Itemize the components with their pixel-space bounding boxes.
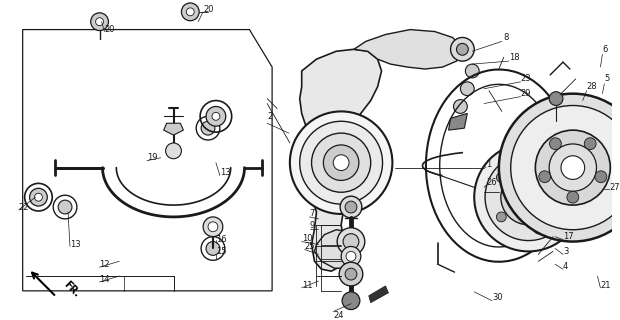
Circle shape	[557, 192, 567, 202]
Circle shape	[30, 188, 47, 206]
Polygon shape	[23, 29, 272, 291]
Circle shape	[535, 130, 610, 205]
Circle shape	[333, 155, 349, 171]
Circle shape	[212, 112, 220, 120]
Polygon shape	[369, 286, 389, 303]
Circle shape	[35, 193, 42, 201]
Text: 29: 29	[521, 89, 531, 98]
Circle shape	[345, 201, 357, 213]
Circle shape	[453, 100, 467, 113]
Circle shape	[567, 191, 578, 203]
Circle shape	[501, 170, 556, 225]
Text: 13: 13	[220, 168, 231, 177]
Text: 1: 1	[486, 160, 491, 169]
Text: 8: 8	[504, 33, 509, 42]
Text: 21: 21	[600, 281, 611, 291]
Text: 18: 18	[509, 53, 520, 62]
Circle shape	[497, 212, 507, 222]
Circle shape	[337, 228, 365, 255]
Circle shape	[343, 234, 359, 250]
Circle shape	[549, 138, 561, 149]
Text: 5: 5	[604, 74, 609, 84]
Circle shape	[299, 121, 383, 204]
Circle shape	[511, 106, 620, 230]
Text: 7: 7	[309, 210, 315, 219]
Text: 9: 9	[309, 221, 315, 230]
Circle shape	[342, 292, 360, 309]
Circle shape	[340, 196, 362, 218]
Text: 20: 20	[203, 5, 214, 14]
Text: 15: 15	[216, 247, 226, 256]
Circle shape	[523, 191, 534, 203]
Text: 19: 19	[147, 153, 157, 162]
Circle shape	[549, 92, 563, 106]
Circle shape	[206, 242, 220, 255]
Text: 25: 25	[304, 242, 315, 251]
Text: 11: 11	[302, 281, 312, 291]
Circle shape	[466, 64, 479, 78]
Text: 6: 6	[603, 45, 608, 54]
Circle shape	[561, 156, 585, 180]
Text: 14: 14	[100, 275, 110, 284]
Circle shape	[208, 222, 218, 232]
Circle shape	[91, 13, 108, 31]
Circle shape	[499, 94, 620, 242]
Circle shape	[534, 224, 544, 234]
Circle shape	[339, 262, 363, 286]
Circle shape	[485, 154, 572, 241]
Text: 20: 20	[105, 25, 115, 34]
Polygon shape	[354, 29, 463, 69]
Text: 28: 28	[587, 82, 597, 91]
Circle shape	[584, 138, 596, 149]
Text: 26: 26	[486, 178, 497, 187]
Circle shape	[203, 217, 223, 236]
Circle shape	[497, 172, 507, 182]
Circle shape	[311, 133, 371, 192]
Circle shape	[456, 44, 468, 55]
Circle shape	[201, 121, 215, 135]
Circle shape	[345, 268, 357, 280]
Circle shape	[539, 171, 551, 183]
Text: 12: 12	[100, 260, 110, 269]
Circle shape	[324, 145, 359, 180]
Text: FR.: FR.	[61, 279, 81, 299]
Polygon shape	[299, 49, 381, 271]
Text: 2: 2	[267, 112, 272, 121]
Circle shape	[549, 144, 596, 191]
Text: 17: 17	[563, 232, 574, 241]
Text: 30: 30	[492, 293, 503, 302]
Circle shape	[451, 37, 474, 61]
Text: 27: 27	[609, 183, 620, 192]
Text: 24: 24	[333, 311, 343, 320]
Text: 22: 22	[19, 203, 29, 212]
Polygon shape	[449, 113, 467, 130]
Circle shape	[58, 200, 72, 214]
Circle shape	[166, 143, 182, 159]
Text: 23: 23	[521, 74, 531, 84]
Circle shape	[534, 160, 544, 170]
Circle shape	[206, 107, 226, 126]
Text: 4: 4	[563, 262, 568, 271]
Polygon shape	[164, 123, 184, 135]
Circle shape	[515, 183, 542, 211]
Circle shape	[595, 171, 607, 183]
Text: 10: 10	[302, 234, 312, 243]
Circle shape	[474, 143, 583, 252]
Circle shape	[341, 246, 361, 266]
Text: 13: 13	[70, 240, 81, 249]
Text: 16: 16	[216, 235, 226, 244]
Circle shape	[182, 3, 199, 21]
Polygon shape	[314, 230, 361, 268]
Circle shape	[95, 18, 104, 26]
Circle shape	[187, 8, 194, 16]
Circle shape	[346, 252, 356, 261]
Text: 3: 3	[563, 247, 569, 256]
Circle shape	[290, 111, 392, 214]
Circle shape	[461, 82, 474, 96]
